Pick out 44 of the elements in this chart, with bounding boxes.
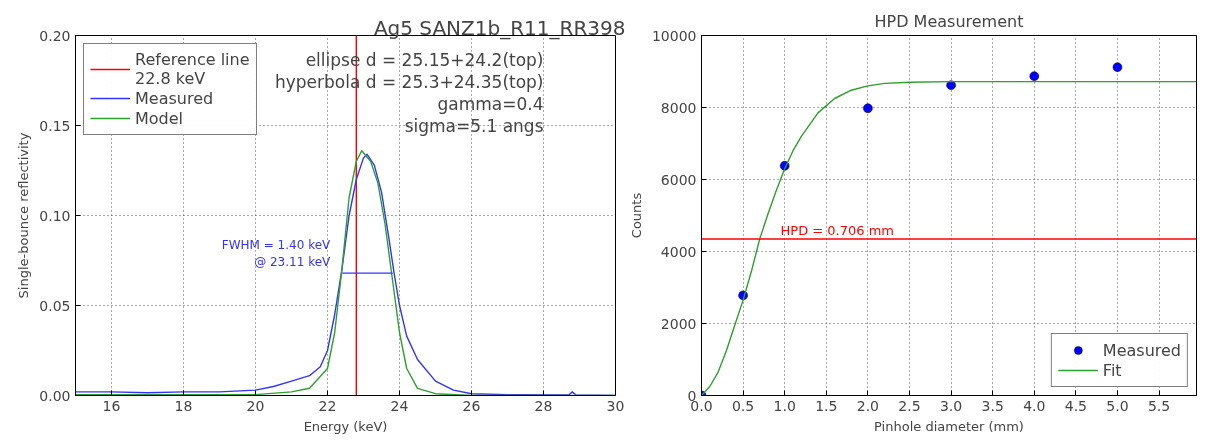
x-tick-label: 2.5 [898,397,921,414]
annotation: gamma=0.4 [437,93,544,114]
annotation: FWHM = 1.40 keV @ 23.11 keV [221,238,332,270]
x-tick-label: 22 [318,397,337,414]
y-tick-label: 0.05 [39,297,71,314]
x-axis-title: Energy (keV) [303,418,388,434]
x-axis-title: Pinhole diameter (mm) [874,418,1024,434]
legend-label: Fit [1102,360,1123,380]
x-tick-label: 28 [534,397,553,414]
x-tick-label: 3.5 [981,397,1004,414]
x-tick-label: 3.0 [939,397,963,414]
legend-label: Measured [135,88,214,108]
x-tick-label: 2.0 [856,397,880,414]
chart-title: HPD Measurement [874,11,1024,31]
legend-label: Reference line 22.8 keV [135,50,250,88]
annotation: sigma=5.1 angs [404,115,544,136]
x-tick-label: 0.5 [731,397,755,414]
x-tick-label: 18 [174,397,193,414]
x-tick-label: 30 [606,397,625,414]
x-tick-label: 16 [102,397,121,414]
x-tick-label: 4.5 [1064,397,1087,414]
x-tick-label: 4.0 [1023,397,1046,414]
y-tick-label: 8000 [660,99,697,116]
y-tick-label: 0.15 [39,117,71,134]
y-tick-label: 2000 [660,315,697,332]
x-tick-label: 26 [462,397,481,414]
y-axis-title: Counts [628,192,644,239]
y-tick-label: 0.00 [39,387,71,404]
y-axis-title: Single-bounce reflectivity [16,132,32,299]
x-tick-label: 20 [246,397,265,414]
x-tick-label: 1.5 [815,397,838,414]
annotation: HPD = 0.706 mm [780,222,894,238]
y-tick-label: 6000 [660,171,697,188]
y-tick-label: 10000 [651,27,697,44]
x-tick-label: 1.0 [773,397,796,414]
x-tick-label: 24 [390,397,409,414]
y-tick-label: 0.20 [39,27,71,44]
y-tick-label: 4000 [660,243,697,260]
legend-label: Measured [1102,340,1181,360]
x-tick-label: 5.0 [1106,397,1129,414]
y-tick-label: 0.10 [39,207,71,224]
x-tick-label: 5.5 [1147,397,1171,414]
chart-title: Ag5 SANZ1b_R11_RR398 [373,15,626,40]
legend-label: Model [135,108,184,128]
